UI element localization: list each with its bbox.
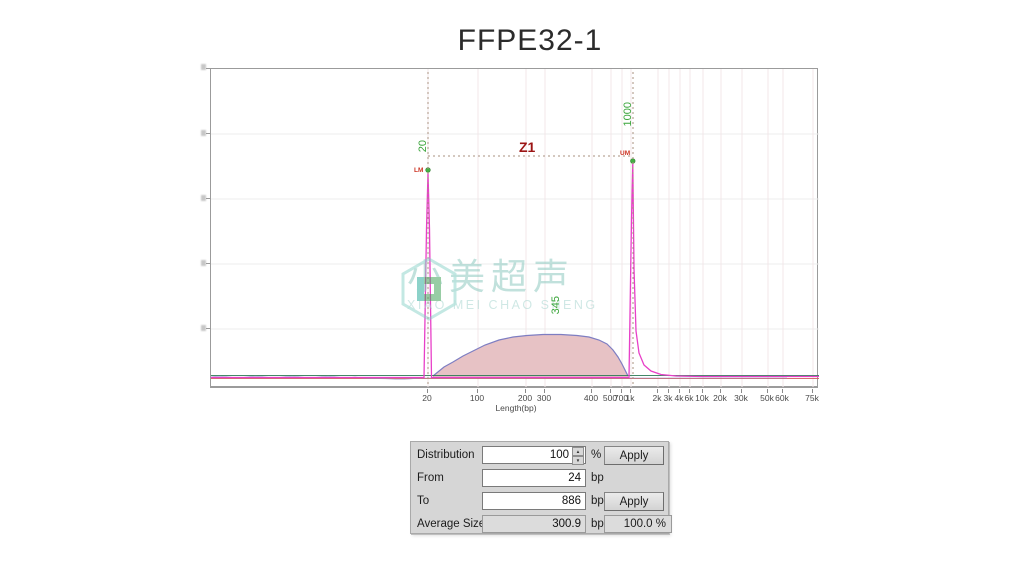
x-tick-label-6k: 6k: [684, 393, 694, 403]
distribution-label: Distribution: [417, 449, 475, 461]
x-tickmark: [702, 389, 703, 393]
x-tickmark: [657, 389, 658, 393]
lower-marker-size-label: 20: [417, 140, 429, 153]
sample-trace: [432, 333, 629, 377]
x-tickmark: [812, 389, 813, 393]
spinner-down-icon[interactable]: ▼: [572, 456, 584, 465]
x-tickmark: [525, 389, 526, 393]
x-tick-label-1k: 1k: [625, 393, 635, 403]
x-tickmark: [741, 389, 742, 393]
horizontal-gridlines: [211, 133, 819, 330]
distribution-input[interactable]: [482, 446, 586, 464]
x-tickmark: [630, 389, 631, 393]
to-input[interactable]: [482, 492, 586, 510]
x-tickmark: [720, 389, 721, 393]
vertical-gridlines: [427, 69, 814, 387]
trace-canvas: [211, 69, 819, 387]
x-tick-label-200: 200: [517, 393, 533, 403]
lower-marker-tag: LM: [414, 167, 424, 174]
x-tickmark: [610, 389, 611, 393]
distribution-unit: %: [591, 449, 602, 461]
x-tickmark: [782, 389, 783, 393]
x-tick-label-4k: 4k: [674, 393, 684, 403]
x-tick-label-300: 300: [536, 393, 552, 403]
from-input[interactable]: [482, 469, 586, 487]
smear-peak-size-label: 345: [550, 296, 562, 315]
average-size-label: Average Size: [417, 518, 486, 530]
x-tick-label-400: 400: [583, 393, 599, 403]
x-tick-label-30k: 30k: [734, 393, 748, 403]
x-tickmark: [689, 389, 690, 393]
x-tick-label-2k: 2k: [652, 393, 662, 403]
x-tick-label-100: 100: [469, 393, 485, 403]
from-label: From: [417, 472, 444, 484]
x-tick-label-500: 500: [602, 393, 618, 403]
electropherogram-plot: 小美超声 XIAO MEI CHAO SHENG: [210, 68, 819, 388]
average-size-row: Average Size bp 100.0 %: [411, 513, 672, 536]
from-unit: bp: [591, 472, 604, 484]
x-tickmark: [621, 389, 622, 393]
distribution-spinner: ▲ ▼: [572, 447, 584, 465]
from-row: From bp: [411, 467, 668, 490]
x-tickmark: [427, 389, 428, 393]
average-size-percent: 100.0 %: [604, 515, 672, 533]
x-tick-label-20k: 20k: [713, 393, 727, 403]
x-tickmark: [544, 389, 545, 393]
to-unit: bp: [591, 495, 604, 507]
region-z1-label: Z1: [519, 139, 536, 155]
x-tick-label-20: 20: [422, 393, 432, 403]
x-tickmark: [767, 389, 768, 393]
to-label: To: [417, 495, 430, 507]
upper-marker-size-label: 1000: [622, 102, 634, 127]
spinner-up-icon[interactable]: ▲: [572, 447, 584, 456]
x-tick-label-75k: 75k: [805, 393, 819, 403]
to-apply-button[interactable]: Apply: [604, 492, 664, 511]
page-title: FFPE32-1: [457, 24, 603, 57]
x-tick-label-3k: 3k: [663, 393, 673, 403]
x-tickmark: [477, 389, 478, 393]
upper-marker-tag: UM: [620, 150, 631, 157]
smear-peak-fill: [433, 334, 628, 378]
average-size-unit: bp: [591, 518, 604, 530]
x-tick-label-10k: 10k: [695, 393, 709, 403]
to-row: To bp Apply: [411, 490, 668, 513]
x-axis-title: Length(bp): [495, 403, 537, 413]
distribution-row: Distribution ▲ ▼ % Apply: [411, 444, 668, 467]
x-tickmark: [679, 389, 680, 393]
x-tickmark: [668, 389, 669, 393]
distribution-apply-button[interactable]: Apply: [604, 446, 664, 465]
x-tickmark: [591, 389, 592, 393]
x-tick-label-700: 700: [613, 393, 629, 403]
size-selection-panel: Distribution ▲ ▼ % Apply From bp To bp A…: [410, 441, 672, 536]
x-tick-label-50k: 50k: [760, 393, 774, 403]
x-tick-label-60k: 60k: [775, 393, 789, 403]
average-size-value: [482, 515, 586, 533]
